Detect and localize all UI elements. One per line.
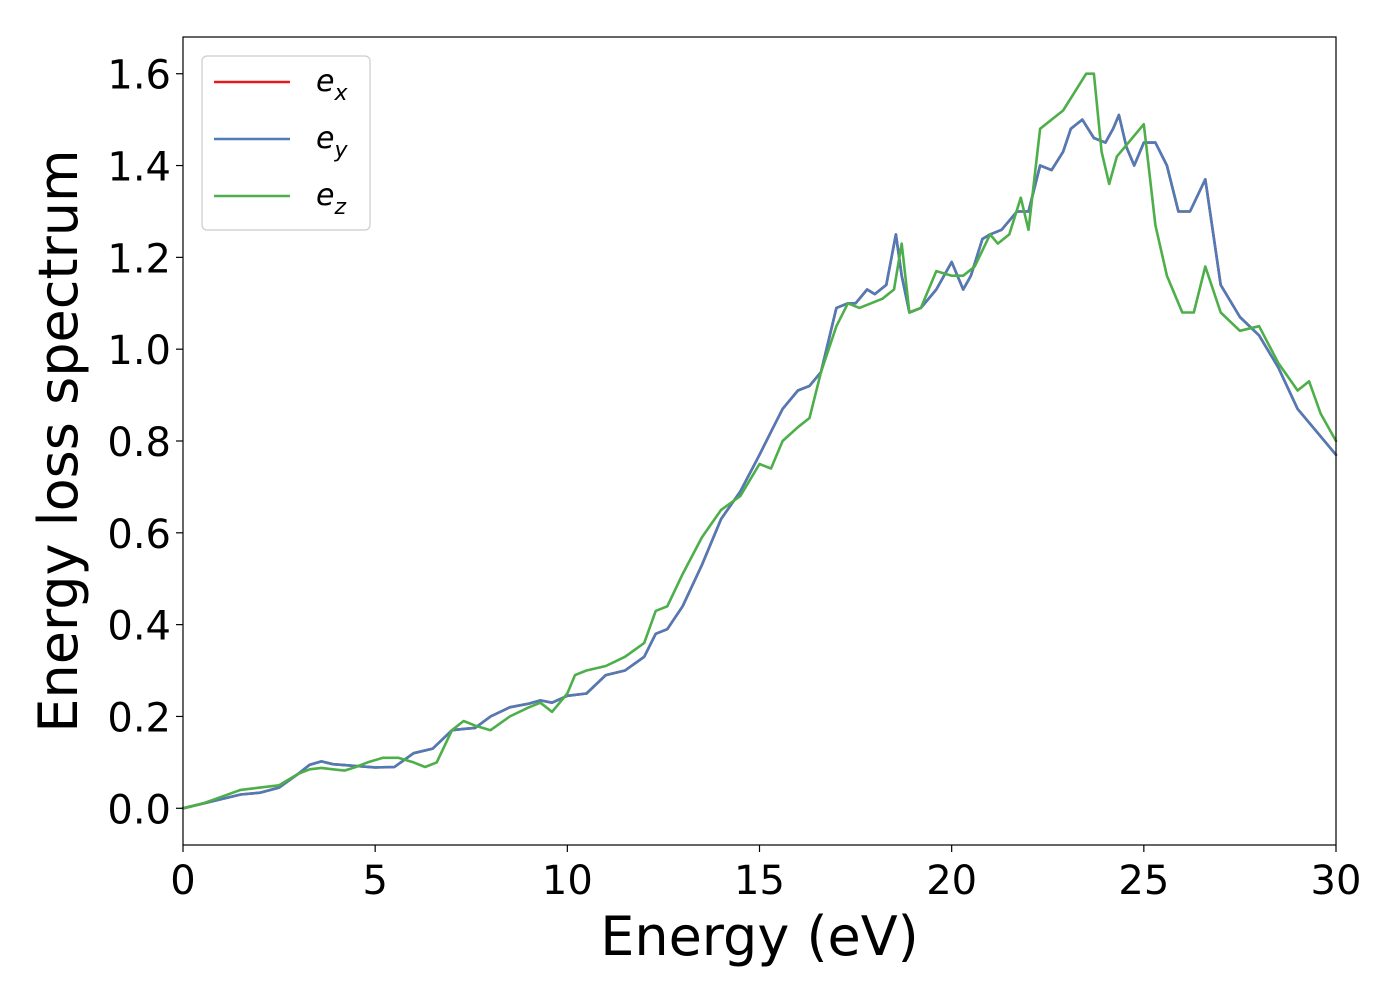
x-axis-label: Energy (eV)	[600, 905, 919, 968]
x-tick-label: 15	[734, 858, 785, 904]
y-tick-label: 0.8	[107, 420, 171, 466]
plot-area	[183, 37, 1336, 845]
x-tick-label: 30	[1311, 858, 1362, 904]
y-tick-label: 1.0	[107, 328, 171, 374]
y-axis: 0.0 0.2 0.4 0.6 0.8 1.0 1.2 1.4 1.6	[107, 53, 183, 833]
x-tick-label: 25	[1118, 858, 1169, 904]
y-tick-label: 0.4	[107, 604, 171, 650]
y-tick-label: 1.6	[107, 53, 171, 99]
y-tick-label: 0.0	[107, 787, 171, 833]
x-axis: 0 5 10 15 20 25 30	[170, 845, 1361, 904]
legend-box	[201, 55, 371, 231]
y-tick-label: 1.2	[107, 236, 171, 282]
x-tick-label: 0	[170, 858, 195, 904]
x-tick-label: 5	[362, 858, 387, 904]
series-line-z	[181, 72, 1338, 810]
series-line-y	[181, 113, 1338, 810]
y-tick-label: 0.6	[107, 512, 171, 558]
series-layer	[181, 72, 1338, 810]
y-tick-label: 0.2	[107, 695, 171, 741]
y-axis-label: Energy loss spectrum	[27, 149, 90, 732]
x-tick-label: 20	[926, 858, 977, 904]
y-tick-label: 1.4	[107, 145, 171, 191]
x-tick-label: 10	[542, 858, 593, 904]
